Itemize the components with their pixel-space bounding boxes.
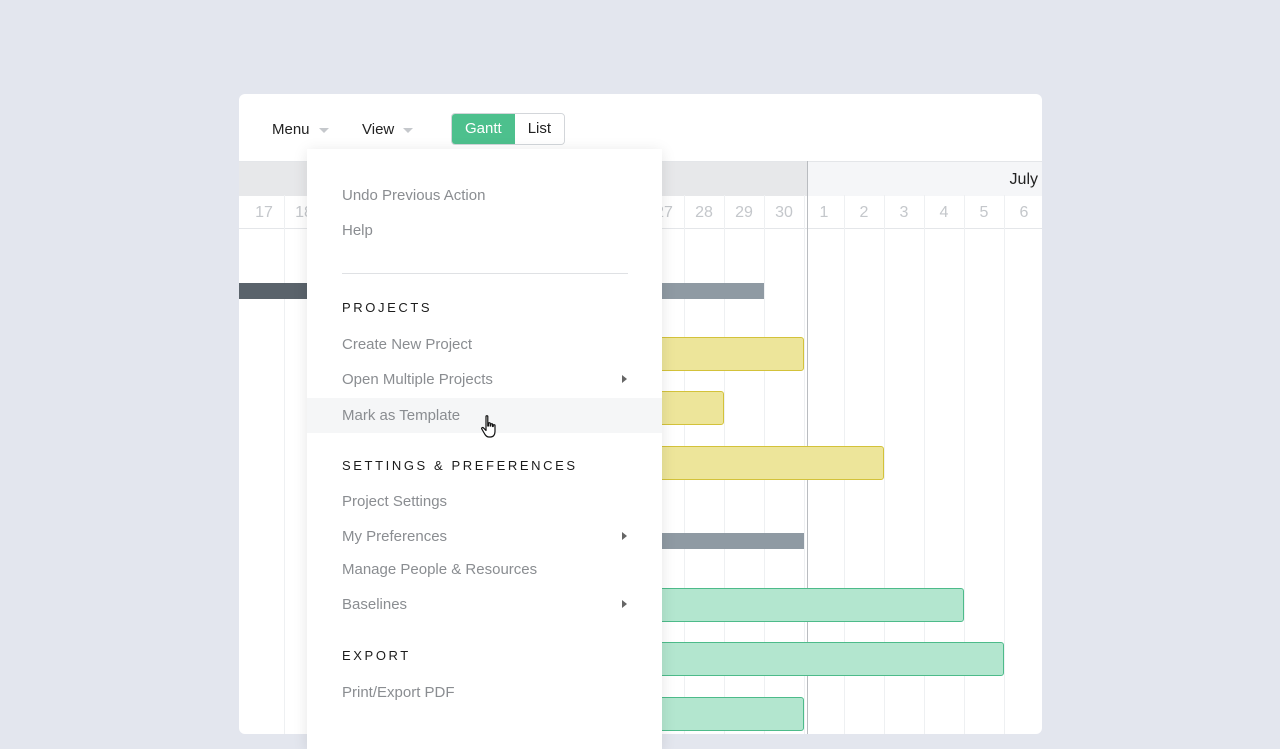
- menu-item-undo-previous-action[interactable]: Undo Previous Action: [342, 187, 486, 204]
- menu-item-label: Create New Project: [342, 336, 473, 353]
- menu-item-create-new-project[interactable]: Create New Project: [307, 327, 662, 362]
- toolbar: Menu View Gantt List: [239, 94, 1042, 160]
- menu-item-my-preferences[interactable]: My Preferences: [307, 519, 662, 554]
- submenu-arrow-icon: [622, 532, 627, 540]
- gantt-toggle-button[interactable]: Gantt: [452, 114, 515, 144]
- month-july-band: July: [808, 162, 1042, 196]
- menu-item-print-export-pdf[interactable]: Print/Export PDF: [307, 675, 662, 710]
- menu-section-header: PROJECTS: [342, 300, 433, 315]
- menu-item-label: Mark as Template: [342, 407, 461, 424]
- day-gridline: [964, 195, 965, 734]
- menu-item-label: Print/Export PDF: [342, 684, 455, 701]
- day-label: 1: [819, 204, 829, 221]
- day-label: 17: [255, 204, 273, 221]
- month-label: July: [1009, 171, 1038, 188]
- menu-divider: [342, 273, 628, 274]
- day-gridline: [1004, 195, 1005, 734]
- day-label: 5: [979, 204, 989, 221]
- hand-pointer-cursor-icon: [481, 415, 496, 438]
- day-gridline: [884, 195, 885, 734]
- day-gridline: [284, 195, 285, 734]
- chevron-down-icon: [403, 127, 414, 133]
- menu-item-label: Open Multiple Projects: [342, 371, 493, 388]
- day-label: 3: [899, 204, 909, 221]
- day-label: 4: [939, 204, 949, 221]
- day-label: 30: [775, 204, 793, 221]
- menu-item-label: Baselines: [342, 596, 408, 613]
- day-label: 29: [735, 204, 753, 221]
- menu-label: Menu: [272, 121, 310, 138]
- submenu-arrow-icon: [622, 375, 627, 383]
- day-label: 28: [695, 204, 713, 221]
- view-label: View: [362, 121, 395, 138]
- day-label: 6: [1019, 204, 1029, 221]
- menu-item-label: My Preferences: [342, 528, 448, 545]
- submenu-arrow-icon: [622, 600, 627, 608]
- chevron-down-icon: [318, 127, 329, 133]
- menu-item-open-multiple-projects[interactable]: Open Multiple Projects: [307, 362, 662, 397]
- menu-item-label: Project Settings: [342, 493, 448, 510]
- day-label: 2: [859, 204, 869, 221]
- menu-item-manage-people-resources[interactable]: Manage People & Resources: [307, 552, 662, 587]
- menu-item-help[interactable]: Help: [342, 222, 373, 239]
- menu-section-header: SETTINGS & PREFERENCES: [342, 458, 578, 473]
- list-toggle-button[interactable]: List: [514, 114, 565, 144]
- menu-item-label: Manage People & Resources: [342, 561, 538, 578]
- main-menu-dropdown: Undo Previous Action Help PROJECTS Create N…: [307, 149, 662, 749]
- menu-item-baselines[interactable]: Baselines: [307, 587, 662, 622]
- view-toggle: Gantt List: [451, 113, 566, 145]
- menu-item-project-settings[interactable]: Project Settings: [307, 484, 662, 519]
- menu-dropdown[interactable]: Menu: [272, 121, 329, 138]
- view-dropdown[interactable]: View: [362, 121, 414, 138]
- menu-item-mark-as-template[interactable]: Mark as Template: [307, 398, 662, 433]
- menu-section-header: EXPORT: [342, 648, 411, 663]
- day-gridline: [924, 195, 925, 734]
